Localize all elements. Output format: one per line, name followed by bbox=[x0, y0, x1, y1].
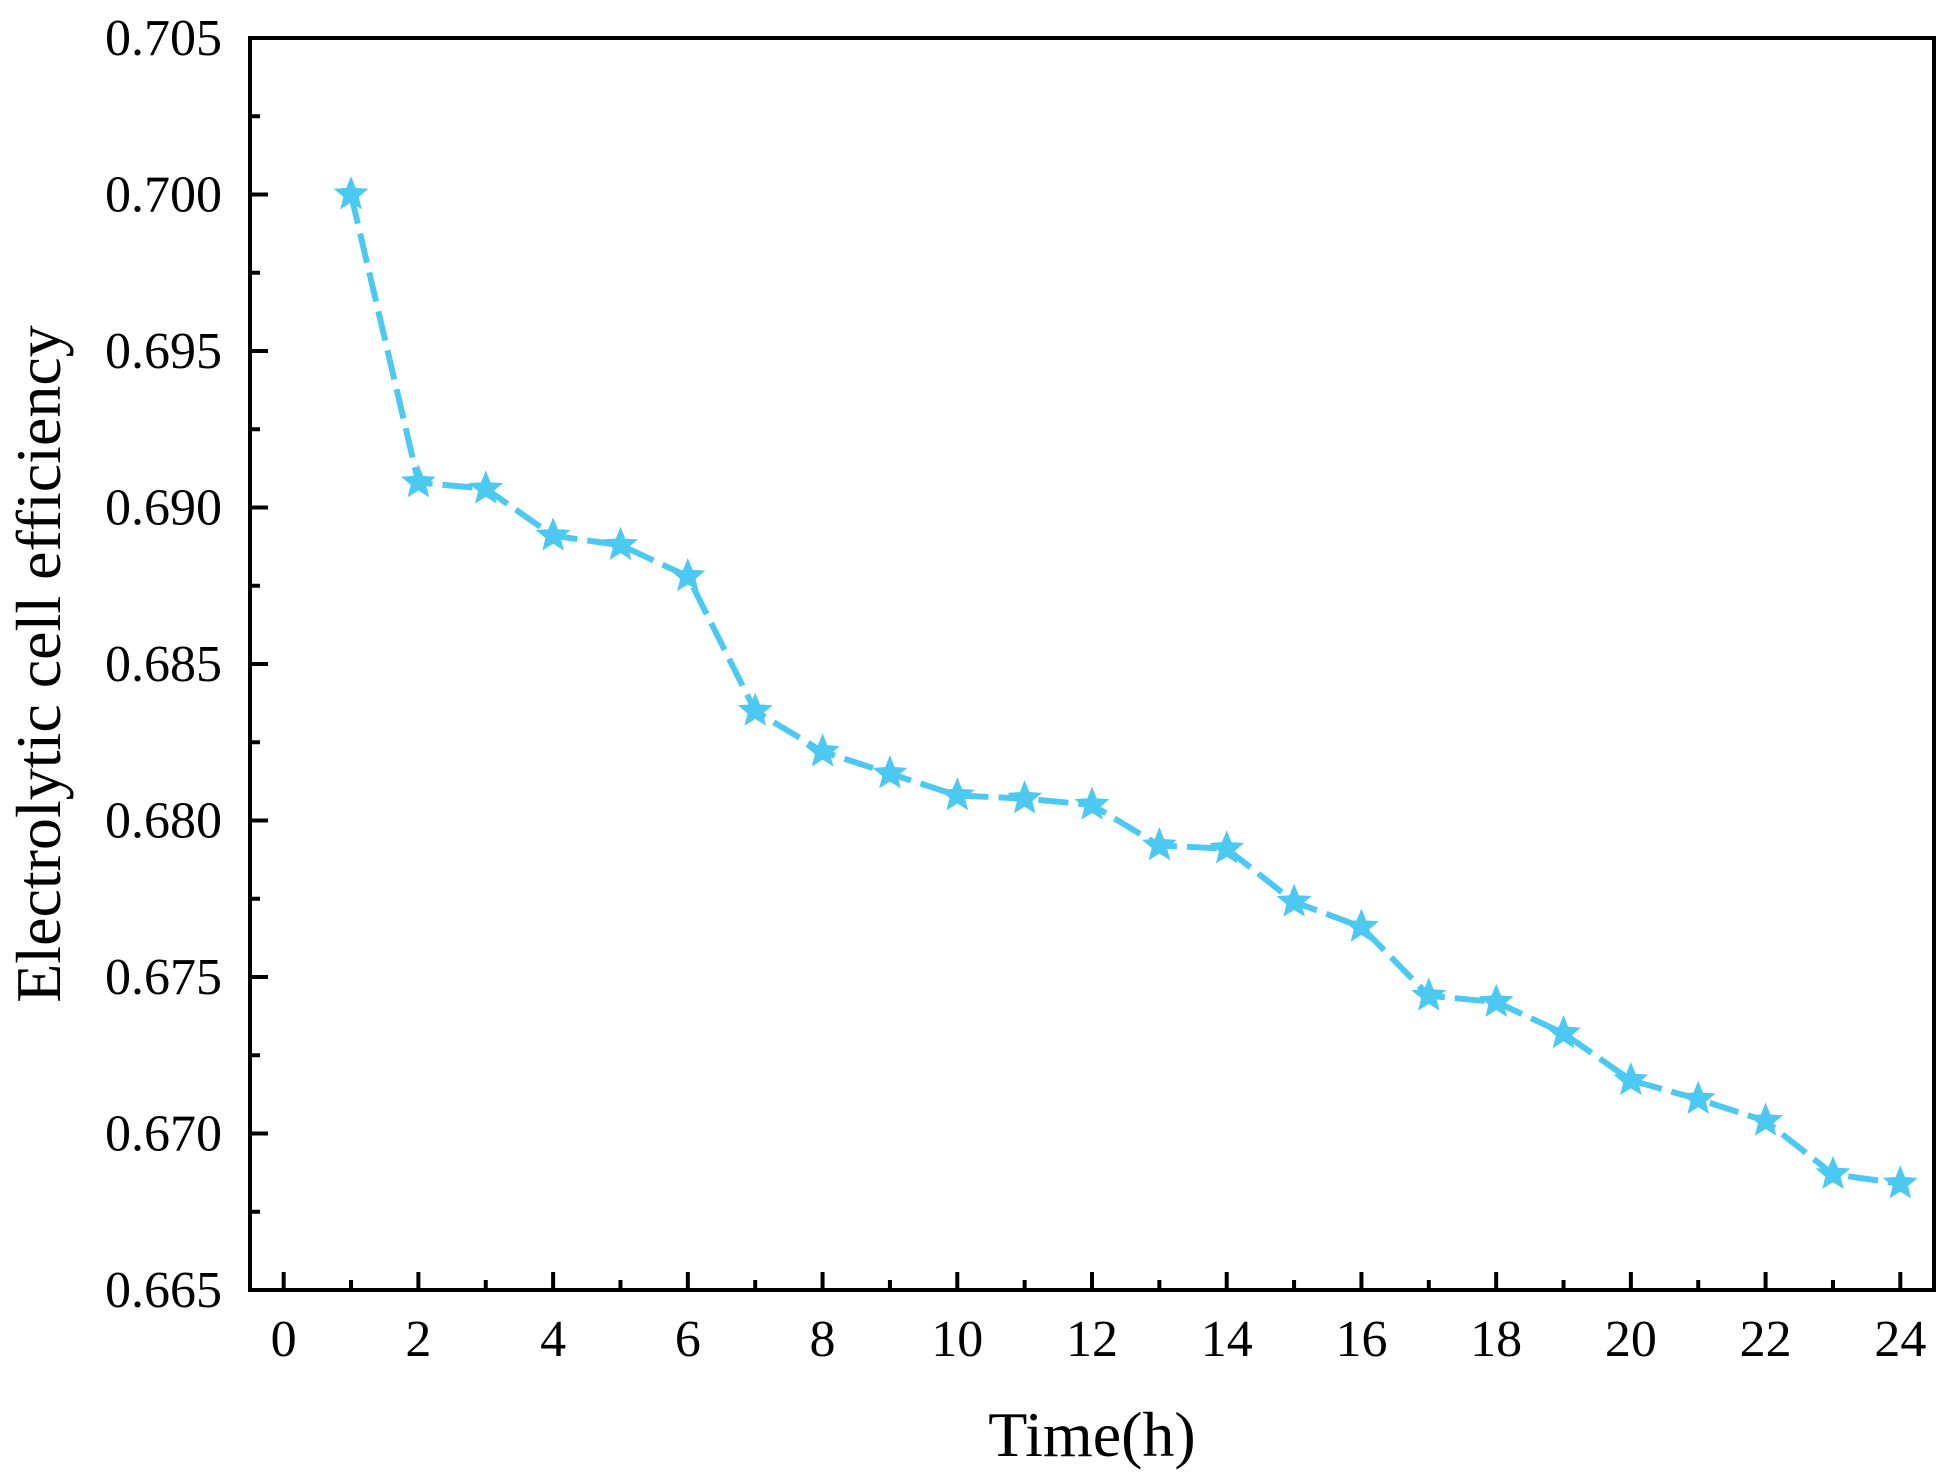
x-tick-label: 12 bbox=[1066, 1311, 1118, 1368]
data-point-marker bbox=[1411, 977, 1447, 1011]
y-tick-label: 0.700 bbox=[105, 167, 222, 224]
data-point-marker bbox=[1276, 883, 1312, 917]
y-tick-label: 0.665 bbox=[105, 1262, 222, 1319]
data-point-marker bbox=[670, 558, 706, 592]
x-axis-ticks: 0 2 4 6 8 10 12 14 16 18 20 22 24 bbox=[271, 1272, 1926, 1368]
x-axis-title: Time(h) bbox=[988, 1399, 1195, 1470]
x-tick-label: 18 bbox=[1470, 1311, 1522, 1368]
data-point-marker bbox=[1748, 1102, 1784, 1136]
x-tick-label: 6 bbox=[675, 1311, 701, 1368]
data-point-marker bbox=[1141, 827, 1177, 861]
data-point-marker bbox=[1209, 830, 1245, 864]
y-tick-label: 0.675 bbox=[105, 949, 222, 1006]
x-tick-label: 20 bbox=[1605, 1311, 1657, 1368]
data-point-marker bbox=[1478, 983, 1514, 1017]
data-point-marker bbox=[535, 517, 571, 551]
data-point-marker bbox=[1074, 786, 1110, 820]
data-point-marker bbox=[1546, 1014, 1581, 1049]
y-tick-label: 0.685 bbox=[105, 636, 222, 693]
data-point-marker bbox=[1680, 1080, 1716, 1114]
x-tick-label: 0 bbox=[271, 1311, 297, 1368]
x-tick-label: 8 bbox=[810, 1311, 836, 1368]
data-point-marker bbox=[805, 733, 840, 767]
y-axis-title: Electrolytic cell efficiency bbox=[3, 325, 74, 1003]
x-tick-label: 14 bbox=[1201, 1311, 1253, 1368]
data-point-marker bbox=[468, 470, 504, 504]
data-point-marker bbox=[333, 176, 369, 210]
series-line bbox=[348, 193, 1901, 1187]
data-point-marker bbox=[1815, 1155, 1851, 1189]
x-tick-label: 4 bbox=[540, 1311, 566, 1368]
y-tick-label: 0.680 bbox=[105, 793, 222, 850]
x-tick-label: 22 bbox=[1740, 1311, 1792, 1368]
y-tick-label: 0.690 bbox=[105, 480, 222, 537]
x-tick-label: 10 bbox=[931, 1311, 983, 1368]
y-tick-label: 0.695 bbox=[105, 323, 222, 380]
data-point-marker bbox=[737, 692, 773, 726]
data-point-marker bbox=[400, 464, 436, 498]
data-point-marker bbox=[1344, 908, 1379, 942]
y-tick-label: 0.670 bbox=[105, 1106, 222, 1163]
x-tick-label: 2 bbox=[405, 1311, 431, 1368]
y-tick-label: 0.705 bbox=[105, 10, 222, 67]
x-tick-label: 24 bbox=[1874, 1311, 1926, 1368]
data-point-marker bbox=[1613, 1061, 1649, 1096]
x-tick-label: 16 bbox=[1335, 1311, 1387, 1368]
data-point-marker bbox=[872, 755, 908, 789]
y-axis-ticks: 0.665 0.670 0.675 0.680 0.685 0.690 0.695 0.700… bbox=[105, 10, 268, 1319]
data-point-marker bbox=[603, 526, 638, 560]
data-point-marker bbox=[1882, 1165, 1918, 1199]
series-layer bbox=[333, 176, 1918, 1199]
plot-frame bbox=[248, 36, 1936, 1292]
data-point-marker bbox=[939, 777, 975, 811]
data-point-marker bbox=[1007, 780, 1043, 814]
